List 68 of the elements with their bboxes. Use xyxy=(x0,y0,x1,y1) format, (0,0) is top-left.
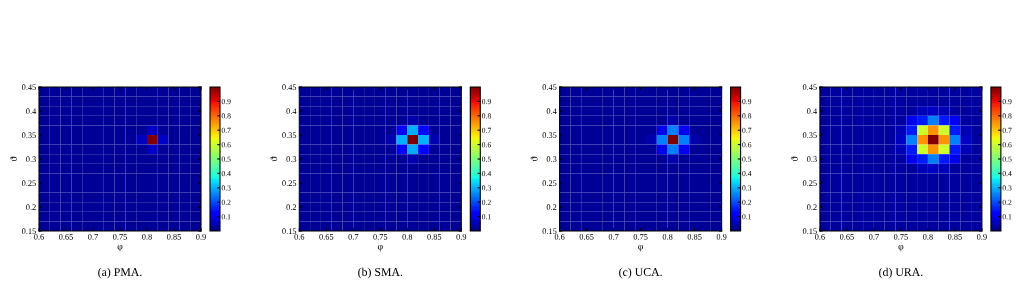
x-tick-label: 0.8 xyxy=(662,234,673,240)
x-tick-label: 0.65 xyxy=(59,234,73,240)
x-axis-title: φ xyxy=(638,244,644,252)
x-tick-label: 0.85 xyxy=(947,234,962,240)
y-tick-label: 0.35 xyxy=(542,132,557,139)
y-tick-label: 0.45 xyxy=(542,84,557,91)
y-tick-label: 0.35 xyxy=(802,132,817,139)
x-tick-label: 0.65 xyxy=(319,234,334,240)
y-tick-label: 0.35 xyxy=(282,132,297,139)
y-axis-title: ϑ xyxy=(270,156,278,162)
x-axis-title: φ xyxy=(898,244,904,252)
x-tick-label: 0.6 xyxy=(294,234,305,240)
x-axis-title: φ xyxy=(117,244,123,252)
x-tick-label: 0.85 xyxy=(687,234,702,240)
text: (c) UCA. xyxy=(619,267,662,279)
x-tick-label: 0.75 xyxy=(113,234,127,240)
y-tick-label: 0.25 xyxy=(21,180,36,187)
text: (b) SMA. xyxy=(358,267,403,279)
y-tick-label: 0.2 xyxy=(26,204,36,211)
x-tick-label: 0.7 xyxy=(608,234,619,240)
y-tick-label: 0.4 xyxy=(807,108,817,115)
y-tick-label: 0.2 xyxy=(286,204,297,211)
x-tick-label: 0.7 xyxy=(348,234,359,240)
x-tick-label: 0.75 xyxy=(373,234,388,240)
y-tick-label: 0.2 xyxy=(546,204,557,211)
x-axis-title: φ xyxy=(377,244,383,252)
x-tick-label: 0.7 xyxy=(869,234,879,240)
x-tick-label: 0.9 xyxy=(716,234,727,240)
y-tick-label: 0.15 xyxy=(542,228,557,235)
y-tick-label: 0.2 xyxy=(807,204,817,211)
x-tick-label: 0.75 xyxy=(633,234,648,240)
y-tick-label: 0.35 xyxy=(21,132,36,139)
y-axis-title: ϑ xyxy=(10,156,17,162)
y-tick-label: 0.4 xyxy=(26,108,37,115)
x-tick-label: 0.6 xyxy=(34,234,44,240)
y-axis-title: ϑ xyxy=(530,156,538,162)
x-tick-label: 0.65 xyxy=(839,234,854,240)
y-tick-label: 0.3 xyxy=(286,156,297,163)
x-tick-label: 0.7 xyxy=(88,234,98,240)
x-tick-label: 0.9 xyxy=(196,234,206,240)
y-tick-label: 0.4 xyxy=(546,108,557,115)
x-tick-label: 0.75 xyxy=(893,234,908,240)
y-axis-title: ϑ xyxy=(790,156,798,162)
y-tick-label: 0.25 xyxy=(802,180,817,187)
y-tick-label: 0.25 xyxy=(542,180,557,187)
y-tick-label: 0.45 xyxy=(802,84,817,91)
y-tick-label: 0.45 xyxy=(21,84,36,91)
x-tick-label: 0.65 xyxy=(579,234,594,240)
x-tick-label: 0.9 xyxy=(977,234,987,240)
text: (d) URA. xyxy=(879,267,923,279)
y-tick-label: 0.15 xyxy=(282,228,297,235)
y-tick-label: 0.4 xyxy=(286,108,297,115)
y-tick-label: 0.25 xyxy=(282,180,297,187)
y-tick-label: 0.15 xyxy=(21,228,36,235)
y-tick-label: 0.3 xyxy=(26,156,36,163)
x-tick-label: 0.8 xyxy=(923,234,933,240)
x-tick-label: 0.85 xyxy=(427,234,442,240)
x-tick-label: 0.6 xyxy=(815,234,825,240)
x-tick-label: 0.9 xyxy=(456,234,467,240)
y-tick-label: 0.15 xyxy=(802,228,817,235)
y-tick-label: 0.3 xyxy=(807,156,817,163)
x-tick-label: 0.85 xyxy=(167,234,181,240)
text: (a) PMA. xyxy=(98,267,142,279)
x-tick-label: 0.6 xyxy=(554,234,565,240)
x-tick-label: 0.8 xyxy=(142,234,152,240)
x-tick-label: 0.8 xyxy=(402,234,413,240)
y-tick-label: 0.3 xyxy=(546,156,557,163)
y-tick-label: 0.45 xyxy=(282,84,297,91)
